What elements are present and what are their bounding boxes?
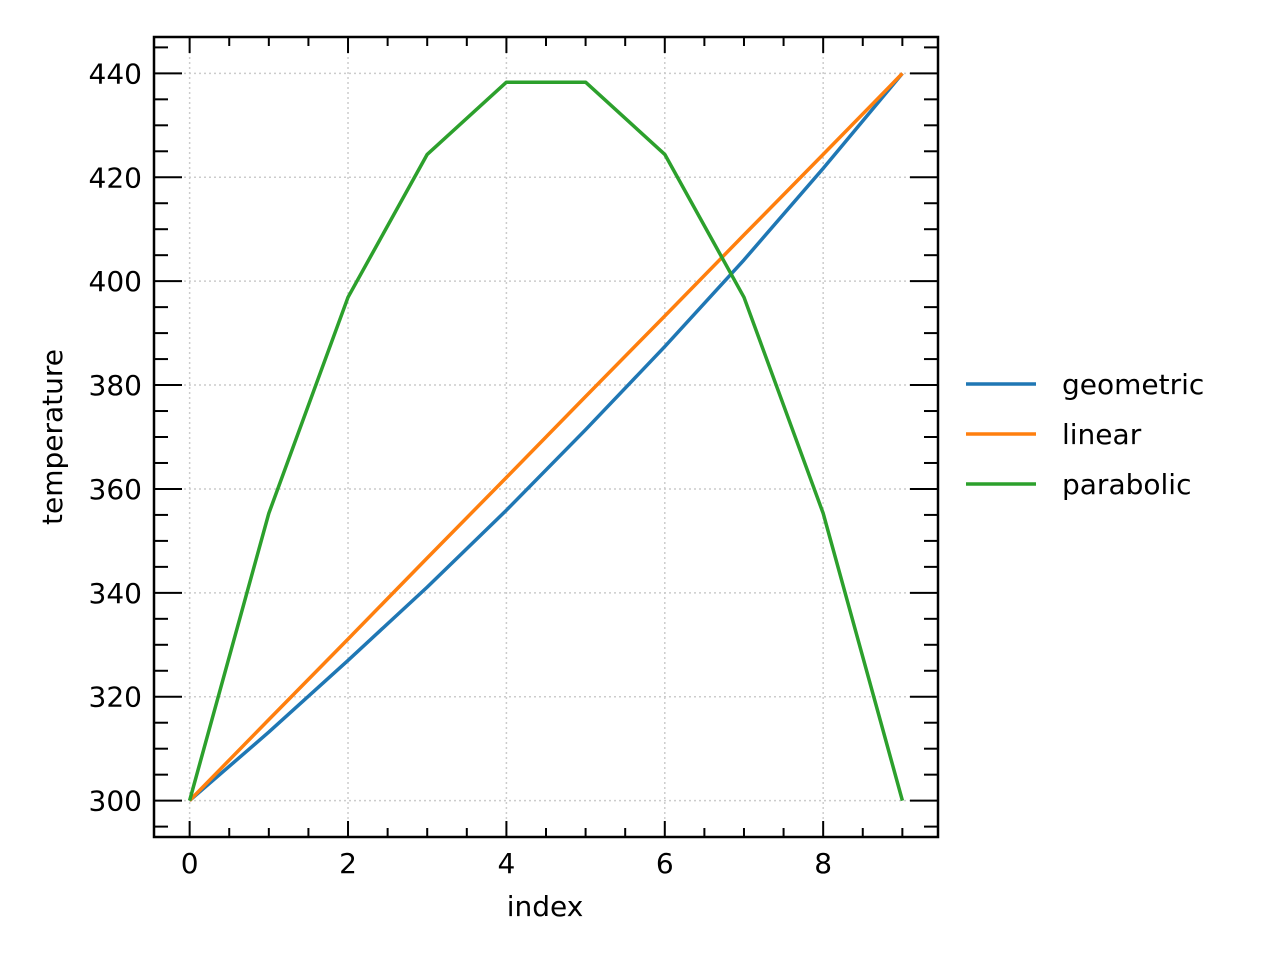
grid (154, 37, 938, 837)
series-line-linear (188, 72, 904, 802)
legend-label-geometric: geometric (1062, 368, 1204, 401)
y-tick-label: 400 (89, 265, 142, 298)
y-tick-label: 440 (89, 57, 142, 90)
series-lines (187, 72, 905, 802)
series-line-geometric (188, 72, 904, 802)
tick-labels: 0 2 4 6 8 300 320 340 360 380 400 420 440 (89, 57, 833, 880)
y-tick-label: 320 (89, 681, 142, 714)
legend-label-parabolic: parabolic (1062, 468, 1191, 501)
x-tick-label: 8 (814, 847, 832, 880)
y-tick-label: 360 (89, 473, 142, 506)
y-axis-label: temperature (36, 349, 69, 525)
x-tick-label: 2 (339, 847, 357, 880)
legend-label-linear: linear (1062, 418, 1142, 451)
ticks (154, 37, 938, 837)
x-axis-label: index (507, 890, 584, 923)
y-tick-label: 420 (89, 161, 142, 194)
x-tick-label: 0 (181, 847, 199, 880)
y-tick-label: 380 (89, 369, 142, 402)
x-tick-label: 4 (497, 847, 515, 880)
legend: geometric linear parabolic (966, 368, 1204, 501)
y-tick-label: 300 (89, 785, 142, 818)
y-tick-label: 340 (89, 577, 142, 610)
series-line-parabolic (187, 80, 905, 802)
x-tick-label: 6 (656, 847, 674, 880)
